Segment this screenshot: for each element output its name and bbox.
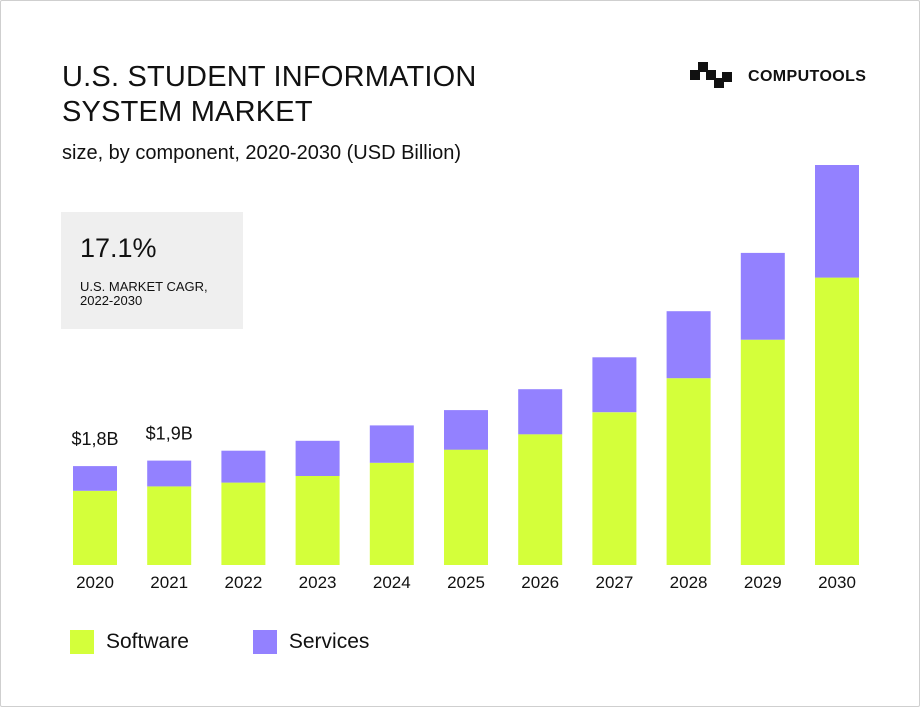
legend-item-services: Services [252, 630, 370, 654]
bar-services-2026 [518, 389, 563, 435]
legend-item-software: Software [70, 630, 189, 654]
x-tick-label-2026: 2026 [521, 573, 559, 592]
chart-legend: Software Services [70, 630, 433, 654]
x-tick-label-2021: 2021 [150, 573, 188, 592]
bar-services-2028 [666, 311, 711, 379]
bar-software-2024 [369, 462, 414, 565]
bar-software-2028 [666, 378, 711, 565]
data-label-2021: $1,9B [146, 424, 193, 444]
x-tick-label-2023: 2023 [299, 573, 337, 592]
x-tick-label-2020: 2020 [76, 573, 114, 592]
chart-title: U.S. STUDENT INFORMATION SYSTEM MARKET [62, 60, 477, 130]
bar-services-2029 [740, 252, 785, 340]
bar-services-2024 [369, 425, 414, 463]
x-tick-label-2024: 2024 [373, 573, 411, 592]
bar-services-2025 [444, 410, 488, 450]
bar-software-2029 [740, 339, 785, 565]
x-tick-label-2028: 2028 [670, 573, 708, 592]
legend-swatch-services [252, 630, 277, 654]
computools-logo-icon [690, 62, 732, 88]
x-tick-label-2022: 2022 [224, 573, 262, 592]
cagr-callout: 17.1% U.S. MARKET CAGR, 2022-2030 [61, 212, 243, 329]
bar-software-2026 [518, 434, 563, 565]
legend-swatch-software [70, 630, 94, 654]
x-tick-label-2025: 2025 [447, 573, 485, 592]
cagr-label: U.S. MARKET CAGR, 2022-2030 [80, 280, 208, 308]
bar-software-2030 [815, 277, 859, 565]
chart-title-line-2: SYSTEM MARKET [62, 96, 313, 128]
bar-software-2020 [73, 490, 117, 565]
cagr-value: 17.1% [80, 233, 157, 263]
bar-services-2023 [295, 440, 340, 476]
bar-software-2027 [592, 412, 637, 565]
bar-software-2025 [444, 449, 488, 565]
brand-logo: COMPUTOOLS [690, 62, 866, 92]
bar-services-2027 [592, 357, 637, 413]
chart-title-line-1: U.S. STUDENT INFORMATION [62, 61, 477, 93]
bar-software-2022 [221, 482, 266, 565]
legend-label-services: Services [288, 630, 370, 653]
chart-subtitle: size, by component, 2020-2030 (USD Billi… [62, 142, 462, 164]
bar-software-2023 [295, 476, 340, 565]
x-tick-label-2030: 2030 [818, 573, 856, 592]
bar-services-2021 [147, 460, 192, 487]
cagr-label-line-1: U.S. MARKET CAGR, [80, 279, 208, 294]
x-tick-label-2029: 2029 [744, 573, 782, 592]
cagr-label-line-2: 2022-2030 [80, 293, 143, 308]
brand-name: COMPUTOOLS [748, 68, 867, 85]
bar-software-2021 [147, 486, 192, 565]
data-label-2020: $1,8B [71, 429, 118, 449]
bar-services-2030 [815, 165, 859, 278]
bar-services-2020 [73, 466, 117, 491]
x-tick-label-2027: 2027 [595, 573, 633, 592]
legend-label-software: Software [106, 630, 189, 653]
bar-services-2022 [221, 450, 266, 483]
